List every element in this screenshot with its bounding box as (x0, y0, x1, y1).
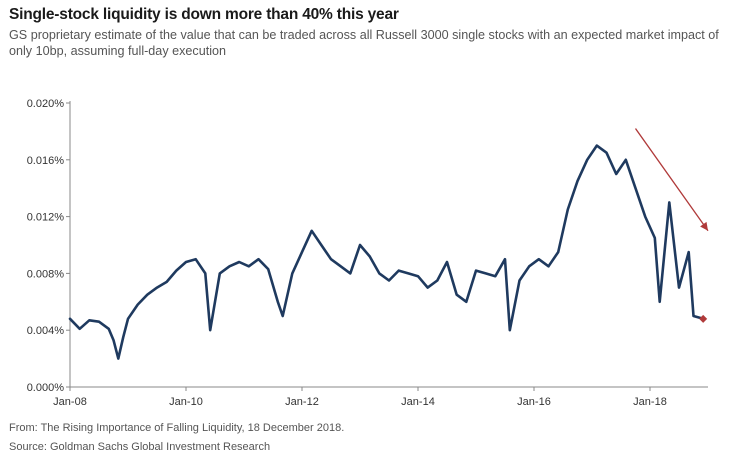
series-line (68, 144, 705, 360)
y-tick-label: 0.000% (27, 382, 65, 394)
trend-arrow-head (700, 221, 708, 231)
y-tick-label: 0.016% (27, 155, 65, 167)
footnote-from: From: The Rising Importance of Falling L… (9, 422, 345, 434)
series-layer (68, 144, 708, 360)
y-axis-ticks: 0.000% 0.004% 0.008% 0.012% 0.016% 0.020% (27, 98, 70, 394)
chart-subtitle: GS proprietary estimate of the value tha… (9, 28, 719, 58)
annotation-layer (634, 128, 709, 232)
trend-arrow-line (634, 128, 709, 232)
y-tick-label: 0.004% (27, 325, 65, 337)
chart-axes (69, 101, 708, 388)
last-point-marker (699, 314, 708, 323)
y-tick-label: 0.020% (27, 98, 65, 110)
y-tick-label: 0.008% (27, 268, 65, 280)
footnote-source: Source: Goldman Sachs Global Investment … (9, 441, 271, 453)
x-tick-label: Jan-14 (401, 396, 435, 408)
x-axis-ticks: Jan-08 Jan-10 Jan-12 Jan-14 Jan-16 Jan-18 (53, 387, 667, 408)
x-tick-label: Jan-12 (285, 396, 319, 408)
x-tick-label: Jan-08 (53, 396, 87, 408)
chart-title: Single-stock liquidity is down more than… (9, 6, 399, 23)
y-tick-label: 0.012% (27, 212, 65, 224)
x-tick-label: Jan-18 (633, 396, 667, 408)
x-tick-label: Jan-16 (517, 396, 551, 408)
x-tick-label: Jan-10 (169, 396, 203, 408)
